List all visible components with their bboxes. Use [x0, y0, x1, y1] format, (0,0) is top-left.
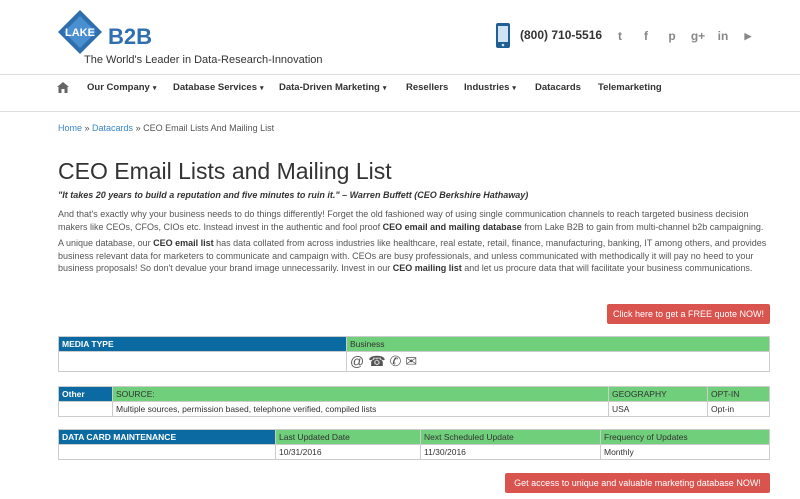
opt-in-value: Opt-in — [707, 401, 770, 417]
database-access-button[interactable]: Get access to unique and valuable market… — [505, 473, 770, 493]
frequency-header: Frequency of Updates — [600, 429, 770, 445]
site-header: LAKE B2B The World's Leader in Data-Rese… — [0, 0, 800, 74]
email-at-icon: @ — [350, 353, 369, 369]
nav-label: Data-Driven Marketing — [279, 82, 380, 93]
next-update-value: 11/30/2016 — [420, 444, 601, 460]
telephone-icon: ✆ — [389, 353, 406, 369]
breadcrumb: Home » Datacards » CEO Email Lists And M… — [58, 123, 274, 133]
para-bold: CEO email and mailing database — [382, 221, 522, 232]
fax-icon: ☎ — [368, 353, 390, 369]
nav-item-resellers[interactable]: Resellers — [406, 75, 448, 113]
para-bold: CEO mailing list — [392, 263, 462, 273]
nav-item-datacards[interactable]: Datacards — [535, 75, 581, 113]
logo-diamond-icon: LAKE — [58, 10, 102, 54]
source-value: Multiple sources, permission based, tele… — [112, 401, 609, 417]
geography-value: USA — [608, 401, 708, 417]
facebook-icon[interactable]: f — [644, 29, 648, 43]
mobile-phone-icon — [496, 23, 510, 48]
lake-b2b-logo[interactable]: LAKE B2B — [58, 10, 178, 60]
buffett-quote: "It takes 20 years to build a reputation… — [58, 190, 529, 200]
breadcrumb-separator: » — [133, 123, 144, 133]
para-text: and let us procure data that will facili… — [461, 263, 753, 273]
empty-cell — [58, 351, 347, 372]
maintenance-label: DATA CARD MAINTENANCE — [58, 429, 276, 445]
page-title: CEO Email Lists and Mailing List — [58, 158, 392, 184]
source-header: SOURCE: — [112, 386, 609, 402]
media-type-value: Business — [346, 336, 770, 352]
breadcrumb-datacards-link[interactable]: Datacards — [92, 123, 134, 133]
para-text: And that's exactly why your business nee… — [58, 209, 749, 232]
nav-item-database-services[interactable]: Database Services ▾ — [173, 75, 264, 113]
breadcrumb-home-link[interactable]: Home — [58, 123, 83, 133]
media-type-table: MEDIA TYPE Business @☎✆✉ — [58, 336, 770, 372]
media-type-label: MEDIA TYPE — [58, 336, 347, 352]
nav-label: Telemarketing — [598, 82, 662, 93]
next-update-header: Next Scheduled Update — [420, 429, 601, 445]
google-plus-icon[interactable]: g+ — [690, 29, 706, 43]
phone-number[interactable]: (800) 710-5516 — [520, 28, 603, 42]
logo-lake-text: LAKE — [65, 27, 95, 39]
description-paragraph: A unique database, our CEO email list ha… — [58, 237, 778, 275]
caret-down-icon: ▾ — [152, 85, 157, 92]
main-nav: Our Company ▾ Database Services ▾ Data-Dri… — [0, 74, 800, 112]
nav-item-industries[interactable]: Industries ▾ — [464, 75, 516, 113]
nav-label: Resellers — [406, 82, 449, 93]
nav-label: Industries — [464, 82, 510, 93]
frequency-value: Monthly — [600, 444, 770, 460]
empty-cell — [58, 444, 276, 460]
breadcrumb-current: CEO Email Lists And Mailing List — [143, 123, 275, 133]
geography-header: GEOGRAPHY — [608, 386, 708, 402]
para-bold: CEO email list — [153, 238, 214, 248]
linkedin-icon[interactable]: in — [717, 29, 729, 43]
nav-label: Our Company — [87, 82, 150, 93]
site-tagline: The World's Leader in Data-Research-Inno… — [84, 54, 323, 66]
youtube-icon[interactable]: ▶ — [744, 30, 752, 41]
nav-item-telemarketing[interactable]: Telemarketing — [598, 75, 662, 113]
logo-b2b-text: B2B — [108, 24, 153, 49]
para-text: has data collated from across industries… — [58, 238, 767, 273]
other-table: Other SOURCE: GEOGRAPHY OPT-IN Multiple … — [58, 386, 770, 417]
para-text: A unique database, our — [58, 238, 154, 248]
nav-item-data-driven-marketing[interactable]: Data-Driven Marketing ▾ — [279, 75, 386, 113]
media-icons-cell: @☎✆✉ — [346, 351, 770, 372]
opt-in-header: OPT-IN — [707, 386, 770, 402]
home-icon[interactable] — [57, 82, 69, 93]
nav-label: Datacards — [535, 82, 581, 93]
pinterest-icon[interactable]: p — [668, 29, 676, 43]
caret-down-icon: ▾ — [259, 85, 264, 92]
caret-down-icon: ▾ — [512, 85, 516, 92]
para-text: from Lake B2B to gain from multi-channel… — [521, 221, 764, 232]
nav-label: Database Services — [173, 82, 257, 93]
caret-down-icon: ▾ — [382, 85, 387, 92]
last-updated-value: 10/31/2016 — [275, 444, 421, 460]
intro-paragraph: And that's exactly why your business nee… — [58, 208, 778, 233]
nav-item-our-company[interactable]: Our Company ▾ — [87, 75, 156, 113]
other-label: Other — [58, 386, 113, 402]
twitter-icon[interactable]: t — [618, 29, 622, 43]
mail-envelope-icon: ✉ — [405, 353, 422, 369]
free-quote-button[interactable]: Click here to get a FREE quote NOW! — [607, 304, 770, 324]
breadcrumb-separator: » — [82, 123, 93, 133]
data-card-maintenance-table: DATA CARD MAINTENANCE Last Updated Date … — [58, 429, 770, 460]
empty-cell — [58, 401, 113, 417]
last-updated-header: Last Updated Date — [275, 429, 421, 445]
